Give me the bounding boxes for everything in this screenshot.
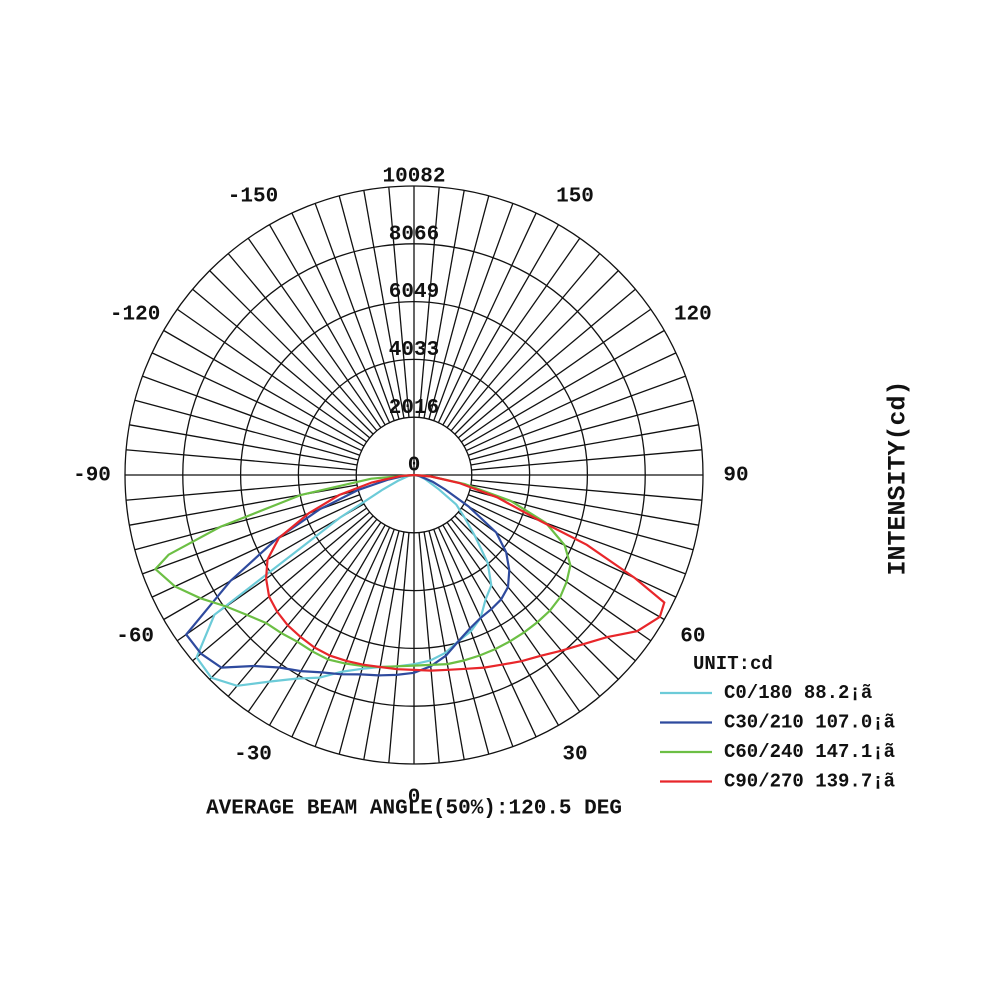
- angle-tick-label: 150: [556, 186, 594, 209]
- angle-tick-label: -150: [228, 186, 278, 209]
- legend-label: C90/270 139.7¡ã: [724, 771, 895, 793]
- legend-label: C0/180 88.2¡ã: [724, 682, 872, 704]
- r-tick-label: 10082: [382, 166, 445, 189]
- grid-ring: [182, 243, 646, 707]
- r-tick-label: 2016: [389, 397, 439, 420]
- angle-tick-label: 60: [680, 626, 705, 649]
- angle-tick-label: 0: [408, 787, 421, 810]
- angle-tick-label: -60: [116, 626, 154, 649]
- series-line: [264, 473, 666, 672]
- legend-label: C60/240 147.1¡ã: [724, 741, 895, 763]
- r-tick-label: 8066: [389, 223, 439, 246]
- axis-label: INTENSITY(cd): [884, 380, 913, 575]
- angle-tick-label: 90: [723, 465, 748, 488]
- angle-tick-label: 30: [562, 743, 587, 766]
- grid-ring: [239, 300, 589, 650]
- grid-ring: [297, 358, 531, 592]
- chart-title: AVERAGE BEAM ANGLE(50%):120.5 DEG: [206, 798, 622, 821]
- grid-ring: [124, 185, 704, 765]
- series-line: [153, 473, 572, 669]
- r-tick-label: 6049: [389, 281, 439, 304]
- grid-ring: [355, 416, 473, 534]
- angle-tick-label: 120: [674, 304, 712, 327]
- r-tick-label: 0: [408, 455, 421, 478]
- angle-tick-label: -120: [110, 304, 160, 327]
- series-line: [184, 473, 511, 677]
- angle-tick-label: -30: [234, 743, 272, 766]
- r-tick-label: 4033: [389, 339, 439, 362]
- legend-label: C30/210 107.0¡ã: [724, 712, 895, 734]
- unit-label: UNIT:cd: [693, 653, 773, 675]
- angle-tick-label: -90: [73, 465, 111, 488]
